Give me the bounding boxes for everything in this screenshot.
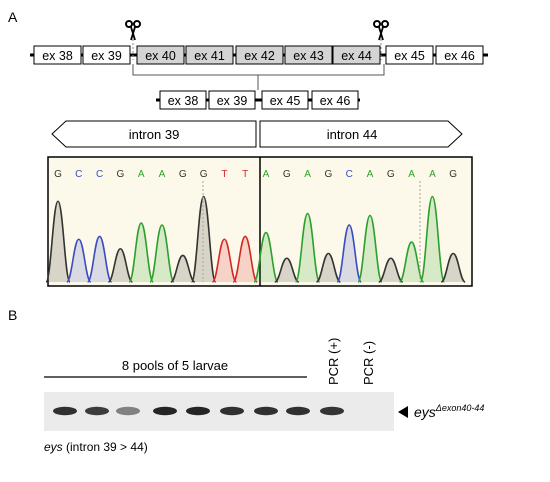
exon-label: ex 39	[217, 94, 248, 108]
intron-44-arrow	[259, 120, 463, 148]
exon-label: ex 46	[320, 94, 351, 108]
chromatogram-peak	[170, 254, 196, 283]
gel-band	[85, 406, 109, 416]
base-call: A	[138, 169, 145, 180]
exon-box	[332, 45, 381, 65]
chromatogram-peak	[66, 238, 92, 283]
band-label-gene: eys	[414, 404, 436, 420]
intron-44-label: intron 44	[327, 127, 378, 142]
exon-label: ex 38	[42, 49, 73, 63]
chromatogram-peak	[232, 235, 258, 283]
base-call: G	[200, 169, 208, 180]
gel-band	[186, 406, 210, 416]
chromatogram-peak	[357, 214, 383, 283]
exon-box	[136, 45, 185, 65]
chromatogram-peak	[378, 257, 404, 283]
base-call: G	[387, 169, 395, 180]
exon-row-top: ex 38 ex 39 ex 40 ex 41 ex 42 ex 43 ex 44 ex 45…	[30, 45, 488, 65]
chromatogram-peak	[294, 212, 321, 283]
lane-label-pcr-positive: PCR (+)	[326, 338, 341, 385]
chromatogram-peak	[253, 231, 279, 283]
chromatogram-peak	[190, 195, 217, 283]
exon-label: ex 43	[293, 49, 324, 63]
chromatogram-peak	[336, 224, 362, 283]
panel-a-label: A	[8, 9, 18, 25]
exon-label: ex 38	[168, 94, 199, 108]
chromatogram-peak	[86, 235, 113, 283]
base-call: G	[449, 169, 457, 180]
lane-label-pcr-negative: PCR (-)	[361, 341, 376, 385]
gel-bands	[53, 406, 344, 416]
chromatogram-peak	[315, 252, 341, 283]
exon-box	[185, 45, 234, 65]
gel-band	[153, 406, 177, 416]
base-call: A	[408, 169, 415, 180]
base-call: A	[367, 169, 374, 180]
panel-b-label: B	[8, 307, 17, 323]
band-pointer-icon	[398, 406, 408, 418]
gel-band	[220, 406, 244, 416]
intron-39-arrow-shape	[51, 120, 257, 148]
intron-39-label: intron 39	[129, 127, 180, 142]
base-call: G	[283, 169, 291, 180]
base-call: G	[325, 169, 333, 180]
exon-label: ex 44	[341, 49, 372, 63]
base-call: C	[75, 169, 82, 180]
base-call: G	[179, 169, 187, 180]
base-call: C	[96, 169, 103, 180]
base-call: A	[159, 169, 166, 180]
gel-band	[286, 406, 310, 416]
exon-label: ex 41	[194, 49, 225, 63]
chromatogram-peak	[274, 257, 300, 283]
base-call: T	[242, 169, 248, 180]
exon-label: ex 40	[145, 49, 176, 63]
gel-caption-gene: eys	[44, 440, 63, 454]
gel-band	[116, 406, 140, 416]
exon-label: ex 45	[270, 94, 301, 108]
deletion-connector	[132, 64, 385, 90]
exon-box	[235, 45, 284, 65]
exon-box	[311, 90, 359, 110]
pools-label: 8 pools of 5 larvae	[122, 358, 228, 373]
exon-box	[261, 90, 309, 110]
scissors-icon	[125, 20, 141, 41]
exon-row-bottom: ex 38 ex 39 ex 45 ex 46	[156, 90, 360, 110]
exon-label: ex 46	[444, 49, 475, 63]
gel-band	[53, 406, 77, 416]
band-label: eysΔexon40-44	[414, 403, 484, 420]
chromatogram-peak	[211, 238, 238, 283]
base-call: A	[429, 169, 436, 180]
chromatogram-peak	[149, 224, 175, 283]
chromatogram-peak	[45, 200, 71, 283]
base-call: T	[221, 169, 227, 180]
gel-caption-detail: (intron 39 > 44)	[63, 440, 148, 454]
chromatogram-peak	[440, 252, 466, 283]
gel-caption: eys (intron 39 > 44)	[44, 440, 148, 454]
scissors-icon	[373, 20, 389, 41]
base-call: C	[346, 169, 353, 180]
exon-box	[33, 45, 82, 65]
exon-box	[385, 45, 434, 65]
exon-label: ex 39	[91, 49, 122, 63]
base-call: A	[263, 169, 270, 180]
chromatogram-peak	[128, 222, 154, 283]
exon-label: ex 45	[394, 49, 425, 63]
exon-box	[159, 90, 207, 110]
exon-box	[284, 45, 333, 65]
exon-box	[82, 45, 131, 65]
exon-box	[208, 90, 256, 110]
gel-band	[254, 406, 278, 416]
chromatogram-peak	[107, 247, 134, 283]
base-call: G	[54, 169, 62, 180]
chromatogram-peak	[419, 195, 446, 283]
base-call: A	[304, 169, 311, 180]
base-call: G	[117, 169, 125, 180]
band-label-superscript: Δexon40-44	[435, 403, 485, 413]
gel-band	[320, 406, 344, 416]
exon-box	[435, 45, 484, 65]
exon-label: ex 42	[244, 49, 275, 63]
